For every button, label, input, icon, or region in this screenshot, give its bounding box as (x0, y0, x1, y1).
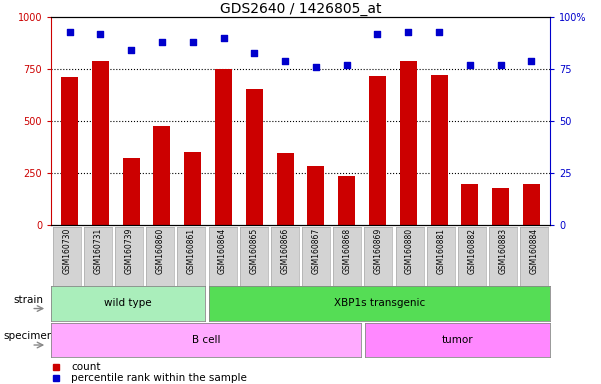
Bar (492, 189, 509, 225)
Bar (523, 184, 540, 225)
Text: GSM160882: GSM160882 (468, 228, 477, 274)
Bar (430, 75, 448, 225)
Point (465, 62, 475, 68)
Point (96, 31, 105, 37)
Text: GSM160883: GSM160883 (499, 228, 508, 274)
Point (403, 29, 413, 35)
Text: specimen: specimen (4, 331, 54, 341)
Point (373, 31, 382, 37)
Text: GSM160861: GSM160861 (187, 228, 196, 274)
Text: XBP1s transgenic: XBP1s transgenic (334, 298, 425, 308)
Point (249, 50, 259, 56)
Text: GSM160884: GSM160884 (530, 228, 539, 274)
Text: count: count (71, 362, 100, 372)
Text: strain: strain (14, 295, 44, 305)
Text: GSM160869: GSM160869 (374, 228, 383, 274)
Bar (61, 78, 78, 225)
Point (311, 64, 321, 70)
Point (188, 39, 198, 45)
Point (526, 58, 536, 64)
Point (496, 62, 505, 68)
Point (126, 47, 136, 53)
Bar (400, 61, 416, 225)
Point (157, 39, 166, 45)
Text: GSM160739: GSM160739 (124, 228, 133, 274)
Bar (246, 89, 263, 225)
Point (280, 58, 290, 64)
Text: GSM160867: GSM160867 (311, 228, 320, 274)
Bar (185, 152, 201, 225)
Text: GSM160730: GSM160730 (62, 228, 71, 274)
Text: GSM160881: GSM160881 (436, 228, 445, 274)
Point (65, 29, 75, 35)
Text: GSM160864: GSM160864 (218, 228, 227, 274)
Text: percentile rank within the sample: percentile rank within the sample (71, 373, 247, 383)
Text: wild type: wild type (105, 298, 152, 308)
Bar (462, 184, 478, 225)
Text: GSM160865: GSM160865 (249, 228, 258, 274)
Bar (276, 153, 293, 225)
Point (219, 35, 228, 41)
Bar (369, 76, 386, 225)
Bar (215, 69, 232, 225)
Text: tumor: tumor (442, 335, 473, 345)
Bar (338, 176, 355, 225)
Text: GSM160731: GSM160731 (93, 228, 102, 274)
Bar (153, 126, 171, 225)
Text: GSM160860: GSM160860 (156, 228, 165, 274)
Point (435, 29, 444, 35)
Bar (308, 166, 325, 225)
Bar (92, 61, 109, 225)
Text: GSM160868: GSM160868 (343, 228, 352, 274)
Point (342, 62, 352, 68)
Text: B cell: B cell (192, 335, 221, 345)
Text: GSM160866: GSM160866 (281, 228, 290, 274)
Bar (123, 158, 139, 225)
Title: GDS2640 / 1426805_at: GDS2640 / 1426805_at (220, 2, 381, 16)
Text: GSM160880: GSM160880 (405, 228, 414, 274)
